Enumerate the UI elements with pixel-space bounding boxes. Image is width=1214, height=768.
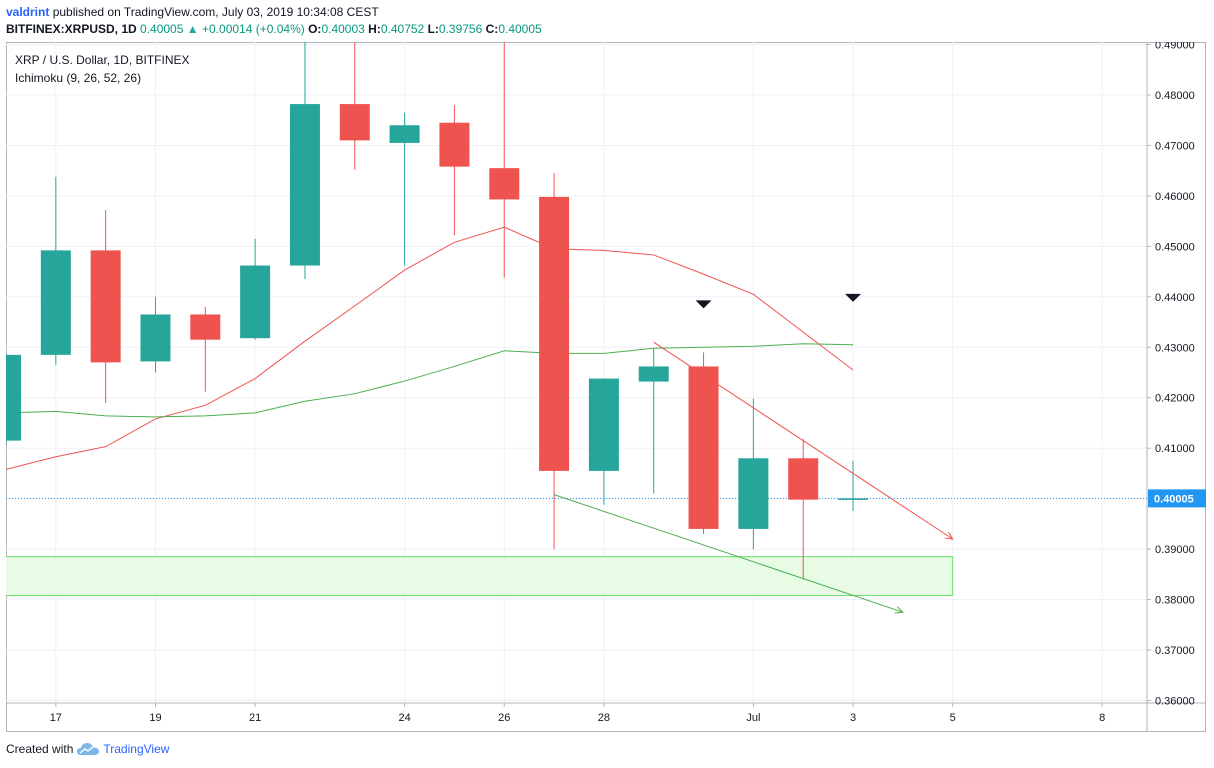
close-value: 0.40005 xyxy=(498,22,542,36)
up-arrow-icon: ▲ xyxy=(186,22,199,36)
symbol-label: BITFINEX:XRPUSD, 1D xyxy=(6,22,137,36)
y-tick-label: 0.48000 xyxy=(1155,90,1195,102)
candle[interactable] xyxy=(638,348,669,494)
candle-body[interactable] xyxy=(489,168,520,200)
candle-body[interactable] xyxy=(638,366,669,382)
y-tick-label: 0.42000 xyxy=(1155,393,1195,405)
candle-body[interactable] xyxy=(40,250,71,355)
x-tick-label: 24 xyxy=(398,712,410,724)
high-value: 0.40752 xyxy=(380,22,425,36)
x-tick-label: 8 xyxy=(1099,712,1105,724)
ohlc-line: BITFINEX:XRPUSD, 1D 0.40005 ▲ +0.00014 (… xyxy=(6,22,542,36)
y-tick-label: 0.37000 xyxy=(1155,645,1195,657)
candle[interactable] xyxy=(788,439,819,580)
candle[interactable] xyxy=(688,352,719,534)
tradingview-brand[interactable]: TradingView xyxy=(103,742,170,756)
footer: Created with TradingView xyxy=(6,742,169,756)
arrow-down-marker xyxy=(845,293,862,302)
trendline-arrowhead xyxy=(944,531,954,540)
low-label: L: xyxy=(427,22,439,36)
author-link[interactable]: valdrint xyxy=(6,5,50,19)
legend-title: XRP / U.S. Dollar, 1D, BITFINEX xyxy=(15,53,190,67)
close-label: C: xyxy=(485,22,499,36)
candle-body[interactable] xyxy=(439,122,470,167)
published-text: published on TradingView.com, July 03, 2… xyxy=(52,5,379,19)
candle-body[interactable] xyxy=(289,104,320,266)
support-zone[interactable] xyxy=(0,556,954,597)
candle[interactable] xyxy=(40,176,71,365)
candle[interactable] xyxy=(289,39,320,280)
candle[interactable] xyxy=(90,210,121,403)
last-price-tag-label: 0.40005 xyxy=(1154,493,1194,505)
candle-body[interactable] xyxy=(788,458,819,500)
tradingview-cloud-icon xyxy=(77,743,100,755)
y-tick-label: 0.38000 xyxy=(1155,595,1195,607)
candle[interactable] xyxy=(588,378,619,505)
y-tick-label: 0.47000 xyxy=(1155,140,1195,152)
open-value: 0.40003 xyxy=(321,22,365,36)
y-tick-label: 0.46000 xyxy=(1155,191,1195,203)
candle-body[interactable] xyxy=(240,265,271,339)
y-tick-label: 0.43000 xyxy=(1155,342,1195,354)
trendline-support[interactable] xyxy=(553,494,904,613)
x-tick-label: 28 xyxy=(598,712,610,724)
candle[interactable] xyxy=(339,39,370,170)
low-value: 0.39756 xyxy=(438,22,483,36)
candle-body[interactable] xyxy=(738,458,769,529)
last-value: 0.40005 xyxy=(140,22,184,36)
y-tick-label: 0.44000 xyxy=(1155,292,1195,304)
publish-line: valdrint published on TradingView.com, J… xyxy=(6,5,379,19)
trendline-arrowhead xyxy=(894,606,904,614)
x-tick-label: 5 xyxy=(950,712,956,724)
tenkan-line xyxy=(5,226,854,470)
candle[interactable] xyxy=(0,354,21,446)
candle[interactable] xyxy=(489,39,520,278)
candle-body[interactable] xyxy=(140,314,171,362)
candle[interactable] xyxy=(190,306,221,392)
y-tick-label: 0.41000 xyxy=(1155,443,1195,455)
candle-body[interactable] xyxy=(90,250,121,363)
candle-body[interactable] xyxy=(838,498,869,500)
y-tick-label: 0.49000 xyxy=(1155,42,1195,52)
arrow-down-marker xyxy=(695,300,712,309)
candle[interactable] xyxy=(539,173,570,550)
x-tick-label: 19 xyxy=(149,712,161,724)
kijun-line xyxy=(5,343,854,418)
x-tick-label: 26 xyxy=(498,712,510,724)
created-with-label: Created with xyxy=(6,742,74,756)
open-label: O: xyxy=(308,22,322,36)
candle-body[interactable] xyxy=(688,366,719,529)
candle[interactable] xyxy=(140,296,171,373)
x-tick-label: 21 xyxy=(249,712,261,724)
candle[interactable] xyxy=(240,238,271,340)
candle-body[interactable] xyxy=(0,354,21,441)
candle[interactable] xyxy=(838,460,869,511)
candle-body[interactable] xyxy=(389,125,420,143)
trendline-resistance[interactable] xyxy=(653,341,953,540)
candle-body[interactable] xyxy=(190,314,221,340)
candle[interactable] xyxy=(389,112,420,266)
legend-indicator[interactable]: Ichimoku (9, 26, 52, 26) xyxy=(15,71,141,85)
candle[interactable] xyxy=(738,398,769,550)
high-label: H: xyxy=(368,22,381,36)
y-tick-label: 0.39000 xyxy=(1155,544,1195,556)
chart-container[interactable]: 0.49000 0.48000 0.47000 0.46000 0.45000 0.440… xyxy=(0,39,1206,732)
candle-body[interactable] xyxy=(539,196,570,471)
x-tick-label: 17 xyxy=(50,712,62,724)
candle-body[interactable] xyxy=(588,378,619,471)
y-tick-label: 0.45000 xyxy=(1155,241,1195,253)
x-tick-label: 3 xyxy=(850,712,856,724)
candle-body[interactable] xyxy=(339,104,370,141)
candle[interactable] xyxy=(439,105,470,236)
price-chart[interactable]: 0.49000 0.48000 0.47000 0.46000 0.45000 0.440… xyxy=(0,39,1206,732)
x-tick-label: Jul xyxy=(746,712,760,724)
change-value: +0.00014 (+0.04%) xyxy=(202,22,305,36)
y-tick-label: 0.36000 xyxy=(1155,695,1195,707)
last-price-tag xyxy=(1148,489,1206,508)
